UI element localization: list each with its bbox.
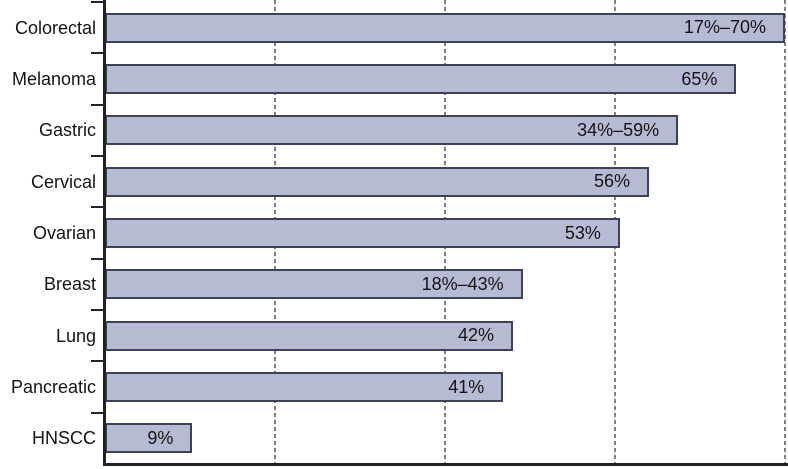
y-axis-tick xyxy=(91,1,105,3)
category-label-colorectal: Colorectal xyxy=(14,17,96,38)
category-label-lung: Lung xyxy=(55,325,96,346)
category-label-hnscc: HNSCC xyxy=(31,428,96,449)
y-axis-tick xyxy=(91,411,105,414)
bar-value-label-pancreatic: 41% xyxy=(448,376,485,397)
bar-gastric: 34%–59% xyxy=(105,115,679,146)
bar-lung: 42% xyxy=(105,320,513,351)
gridline xyxy=(784,0,786,464)
category-label-gastric: Gastric xyxy=(38,120,96,141)
bar-value-label-colorectal: 17%–70% xyxy=(683,17,766,38)
y-axis-tick xyxy=(91,360,105,363)
bar-ovarian: 53% xyxy=(105,218,620,248)
bar-value-label-cervical: 56% xyxy=(593,171,630,192)
bar-value-label-melanoma: 65% xyxy=(681,68,718,89)
bar-cervical: 56% xyxy=(105,166,649,197)
bar-breast: 18%–43% xyxy=(105,269,523,300)
bar-hnscc: 9% xyxy=(105,423,193,454)
bar-value-label-ovarian: 53% xyxy=(564,222,601,243)
bar-value-label-hnscc: 9% xyxy=(147,427,174,448)
bar-pancreatic: 41% xyxy=(105,372,504,402)
bar-value-label-breast: 18%–43% xyxy=(421,273,504,294)
bar-value-label-lung: 42% xyxy=(457,325,494,346)
category-label-cervical: Cervical xyxy=(30,171,96,192)
y-axis-tick xyxy=(91,257,105,260)
category-label-breast: Breast xyxy=(43,274,96,295)
category-label-ovarian: Ovarian xyxy=(32,223,96,243)
y-axis-tick xyxy=(91,155,105,157)
y-axis-tick xyxy=(91,52,105,55)
x-axis-line xyxy=(103,463,788,466)
y-axis-line xyxy=(103,0,106,466)
y-axis-tick xyxy=(91,103,105,106)
category-label-melanoma: Melanoma xyxy=(11,69,96,89)
category-label-pancreatic: Pancreatic xyxy=(10,377,96,397)
bar-melanoma: 65% xyxy=(105,64,737,94)
bar-colorectal: 17%–70% xyxy=(105,12,785,43)
y-axis-tick xyxy=(91,309,105,311)
y-axis-tick xyxy=(91,206,105,209)
bar-value-label-gastric: 34%–59% xyxy=(577,119,660,140)
